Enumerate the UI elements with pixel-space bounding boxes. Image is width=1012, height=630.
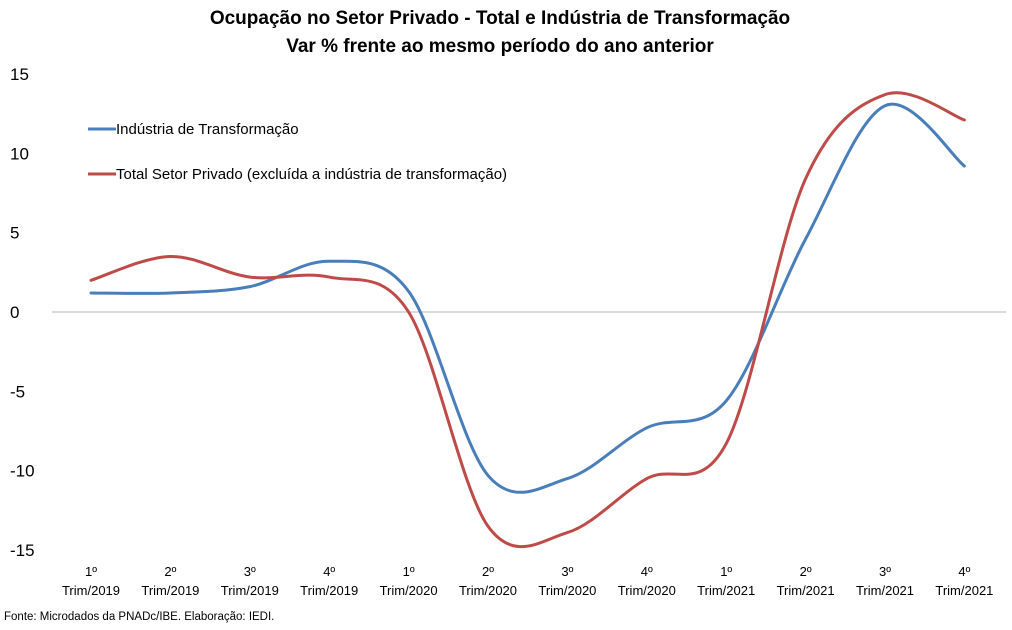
y-tick-label: 15 [10, 65, 29, 84]
x-tick-label: 1º Trim/2021 [697, 564, 755, 598]
legend: Indústria de Transformação Total Setor Pr… [88, 121, 507, 183]
x-tick-period: Trim/2019 [62, 583, 120, 598]
y-axis-ticks: 15 10 5 0 -5 -10 -15 [10, 65, 35, 560]
x-tick-quarter: 3º [561, 564, 573, 579]
x-tick-label: 4º Trim/2021 [935, 564, 993, 598]
x-axis-ticks: 1º Trim/2019 2º Trim/2019 3º Trim/2019 4º Trim/… [62, 564, 993, 598]
series-line-1 [89, 91, 966, 549]
x-tick-label: 1º Trim/2019 [62, 564, 120, 598]
x-tick-quarter: 2º [482, 564, 494, 579]
x-tick-quarter: 1º [720, 564, 732, 579]
x-tick-period: Trim/2019 [300, 583, 358, 598]
x-tick-quarter: 1º [85, 564, 97, 579]
y-tick-label: -15 [10, 541, 35, 560]
x-tick-label: 4º Trim/2020 [618, 564, 676, 598]
x-tick-quarter: 4º [958, 564, 970, 579]
chart-subtitle: Var % frente ao mesmo período do ano ant… [286, 36, 714, 57]
y-tick-label: -10 [10, 462, 35, 481]
x-tick-label: 1º Trim/2020 [380, 564, 438, 598]
legend-label: Total Setor Privado (excluída a indústri… [116, 166, 507, 183]
x-tick-period: Trim/2021 [856, 583, 914, 598]
x-tick-period: Trim/2020 [459, 583, 517, 598]
y-tick-label: 5 [10, 224, 19, 243]
x-tick-period: Trim/2020 [380, 583, 438, 598]
x-tick-quarter: 2º [164, 564, 176, 579]
y-tick-label: 0 [10, 303, 19, 322]
x-tick-quarter: 4º [641, 564, 653, 579]
x-tick-period: Trim/2021 [697, 583, 755, 598]
series-lines [89, 91, 966, 549]
x-tick-period: Trim/2020 [618, 583, 676, 598]
y-tick-label: -5 [10, 382, 25, 401]
x-tick-period: Trim/2020 [538, 583, 596, 598]
y-tick-label: 10 [10, 144, 29, 163]
x-tick-quarter: 4º [323, 564, 335, 579]
legend-label: Indústria de Transformação [116, 121, 299, 138]
legend-item: Indústria de Transformação [88, 121, 299, 138]
x-tick-label: 4º Trim/2019 [300, 564, 358, 598]
x-tick-period: Trim/2019 [141, 583, 199, 598]
x-tick-period: Trim/2019 [221, 583, 279, 598]
x-tick-label: 3º Trim/2019 [221, 564, 279, 598]
chart-title: Ocupação no Setor Privado - Total e Indú… [210, 8, 790, 29]
series-line-0 [89, 102, 966, 494]
x-tick-quarter: 1º [403, 564, 415, 579]
legend-item: Total Setor Privado (excluída a indústri… [88, 166, 507, 183]
x-tick-label: 2º Trim/2021 [777, 564, 835, 598]
source-note: Fonte: Microdados da PNADc/IBE. Elaboraç… [4, 611, 275, 623]
x-tick-label: 3º Trim/2020 [538, 564, 596, 598]
x-tick-label: 2º Trim/2019 [141, 564, 199, 598]
x-tick-quarter: 3º [879, 564, 891, 579]
x-tick-period: Trim/2021 [935, 583, 993, 598]
x-tick-label: 2º Trim/2020 [459, 564, 517, 598]
x-tick-label: 3º Trim/2021 [856, 564, 914, 598]
x-tick-period: Trim/2021 [777, 583, 835, 598]
x-tick-quarter: 3º [244, 564, 256, 579]
x-tick-quarter: 2º [800, 564, 812, 579]
